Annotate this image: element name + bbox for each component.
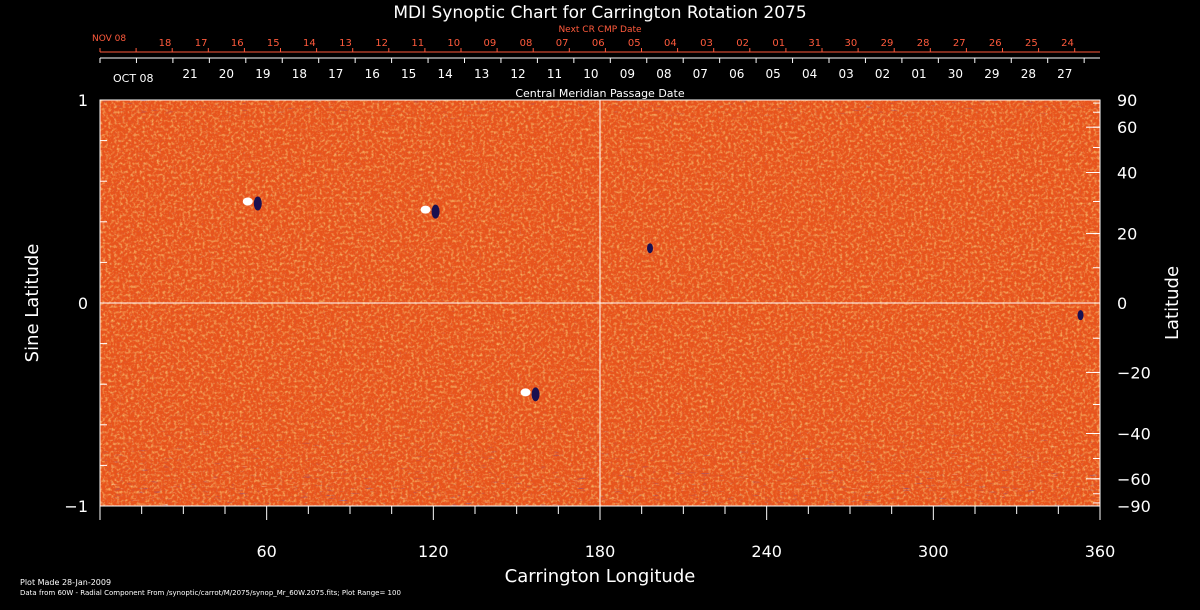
active-region-positive [420,205,431,214]
top-date-tick-label: 09 [484,38,497,49]
mid-date-tick-label: 19 [255,67,270,81]
top-date-tick-label: 25 [1025,38,1038,49]
data-source-note: Data from 60W - Radial Component From /s… [20,589,401,597]
mid-date-ticks: 21 20 19 18 17 16 15 14 13 12 11 10 09 08 07 06 05 04 03 02… [99,58,1085,81]
y-right-tick-label: 40 [1117,164,1137,183]
y-axis-right: 90 60 40 20 0 −20 −40 −60 −90 [1086,91,1151,516]
mid-date-tick-label: 21 [182,67,197,81]
x-tick-label: 180 [585,542,616,561]
top-date-tick-label: 28 [917,38,930,49]
x-tick-label: 60 [256,542,276,561]
x-axis: 60 120 180 240 300 360 [99,506,1116,561]
mid-date-tick-label: 02 [875,67,890,81]
y-right-tick-label: −40 [1117,424,1151,443]
mid-date-tick-label: 30 [948,67,963,81]
x-tick-label: 240 [751,542,782,561]
mid-date-tick-label: 03 [838,67,853,81]
top-date-tick-label: 30 [845,38,858,49]
top-date-tick-label: 18 [159,38,172,49]
mid-date-tick-label: 27 [1057,67,1072,81]
y-right-tick-label: 0 [1117,294,1127,313]
top-date-tick-label: 01 [772,38,785,49]
top-axis-start-label: NOV 08 [92,34,126,44]
footer: Plot Made 28-Jan-2009 Data from 60W - Ra… [20,578,401,598]
y-left-tick-label: −1 [64,497,88,516]
y-right-tick-label: −20 [1117,363,1151,382]
mid-date-tick-label: 10 [583,67,598,81]
top-date-tick-label: 24 [1061,38,1074,49]
next-cr-cmp-label: Next CR CMP Date [558,25,642,35]
mid-date-tick-label: 06 [729,67,744,81]
mid-date-tick-label: 08 [656,67,671,81]
top-date-tick-label: 31 [808,38,821,49]
top-date-tick-label: 04 [664,38,677,49]
mid-axis-start-label: OCT 08 [113,72,154,85]
active-region-negative [253,196,262,211]
top-date-tick-label: 07 [556,38,569,49]
active-regions [242,196,1084,402]
mid-date-tick-label: 14 [438,67,453,81]
y-right-tick-label: −60 [1117,470,1151,489]
y-axis-left: 1 0 −1 [64,91,114,516]
top-date-tick-label: 15 [267,38,280,49]
mid-date-tick-label: 09 [620,67,635,81]
active-region-negative [1077,310,1084,321]
mid-date-tick-label: 20 [219,67,234,81]
mid-date-tick-label: 07 [693,67,708,81]
x-tick-label: 360 [1085,542,1116,561]
x-tick-label: 300 [918,542,949,561]
top-date-tick-label: 02 [736,38,749,49]
y-left-tick-label: 0 [78,294,88,313]
mid-date-tick-label: 13 [474,67,489,81]
mid-date-tick-label: 16 [365,67,380,81]
mid-date-tick-label: 29 [984,67,999,81]
top-date-tick-label: 26 [989,38,1002,49]
top-date-tick-label: 08 [520,38,533,49]
mid-date-tick-label: 05 [766,67,781,81]
top-date-tick-label: 16 [231,38,244,49]
mid-date-tick-label: 11 [547,67,562,81]
top-date-tick-label: 17 [195,38,208,49]
top-date-tick-label: 06 [592,38,605,49]
mid-date-tick-label: 17 [328,67,343,81]
mid-date-tick-label: 28 [1021,67,1036,81]
y-axis-right-title: Latitude [1162,266,1183,340]
cmp-date-label: Central Meridian Passage Date [515,87,684,100]
y-right-tick-label: 20 [1117,225,1137,244]
mid-date-tick-label: 15 [401,67,416,81]
active-region-positive [242,197,253,206]
x-tick-label: 120 [418,542,449,561]
mid-date-tick-label: 18 [292,67,307,81]
y-right-tick-label: −90 [1117,497,1151,516]
top-date-ticks: 18 17 16 15 14 13 12 11 10 09 08 07 06 05 04 03 02 01 31 30… [99,38,1076,52]
mid-date-tick-label: 01 [911,67,926,81]
top-date-tick-label: 29 [881,38,894,49]
active-region-negative [431,204,440,219]
y-right-tick-label: 90 [1117,91,1137,110]
top-date-tick-label: 14 [303,38,316,49]
plot-made-date: Plot Made 28-Jan-2009 [20,578,112,587]
y-axis-left-title: Sine Latitude [22,244,43,363]
x-axis-title: Carrington Longitude [505,566,696,587]
top-date-tick-label: 27 [953,38,966,49]
top-date-tick-label: 05 [628,38,641,49]
top-date-tick-label: 03 [700,38,713,49]
top-date-tick-label: 11 [411,38,424,49]
mid-date-tick-label: 04 [802,67,817,81]
top-date-tick-label: 12 [375,38,388,49]
active-region-negative [647,243,653,254]
y-left-tick-label: 1 [78,91,88,110]
top-date-tick-label: 10 [447,38,460,49]
top-date-tick-label: 13 [339,38,352,49]
active-region-positive [520,388,531,397]
mid-date-tick-label: 12 [510,67,525,81]
active-region-negative [531,387,540,402]
chart-title: MDI Synoptic Chart for Carrington Rotati… [393,3,806,23]
y-right-tick-label: 60 [1117,118,1137,137]
